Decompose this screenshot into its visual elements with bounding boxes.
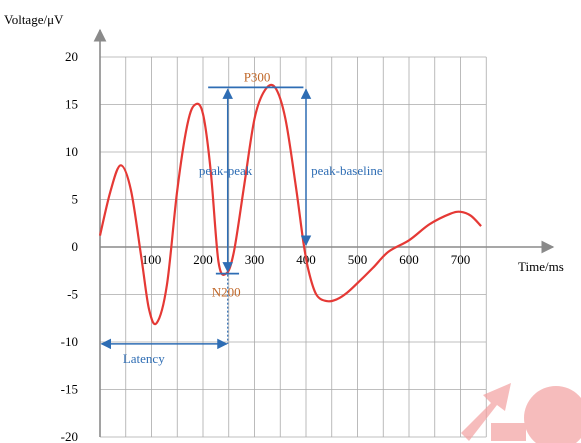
peak-baseline-label: peak-baseline bbox=[311, 163, 383, 178]
series-line bbox=[98, 83, 482, 326]
y-tick-label: 0 bbox=[72, 239, 79, 254]
y-axis-label: Voltage/μV bbox=[4, 12, 64, 27]
y-tick-label: -20 bbox=[61, 429, 78, 443]
y-tick-label: -15 bbox=[61, 382, 78, 397]
x-tick-label: 600 bbox=[399, 252, 419, 267]
x-tick-label: 500 bbox=[348, 252, 368, 267]
y-tick-label: 10 bbox=[65, 144, 78, 159]
peak-peak-label: peak-peak bbox=[199, 163, 253, 178]
y-tick-label: -10 bbox=[61, 334, 78, 349]
y-tick-label: -5 bbox=[67, 287, 78, 302]
x-tick-label: 200 bbox=[193, 252, 213, 267]
x-axis-label: Time/ms bbox=[518, 259, 564, 274]
x-tick-label: 700 bbox=[451, 252, 471, 267]
y-tick-label: 20 bbox=[65, 49, 78, 64]
latency-label: Latency bbox=[123, 351, 165, 366]
p300-label: P300 bbox=[244, 69, 271, 84]
y-tick-label: 5 bbox=[72, 192, 79, 207]
x-tick-label: 300 bbox=[245, 252, 265, 267]
series-layer bbox=[98, 83, 482, 326]
x-tick-label: 100 bbox=[142, 252, 162, 267]
n200-label: N200 bbox=[212, 285, 241, 300]
annotations: P300 N200 peak-peak peak-baseline Latency bbox=[100, 69, 383, 366]
corner-logo-mark bbox=[461, 383, 581, 443]
y-tick-label: 15 bbox=[65, 97, 78, 112]
